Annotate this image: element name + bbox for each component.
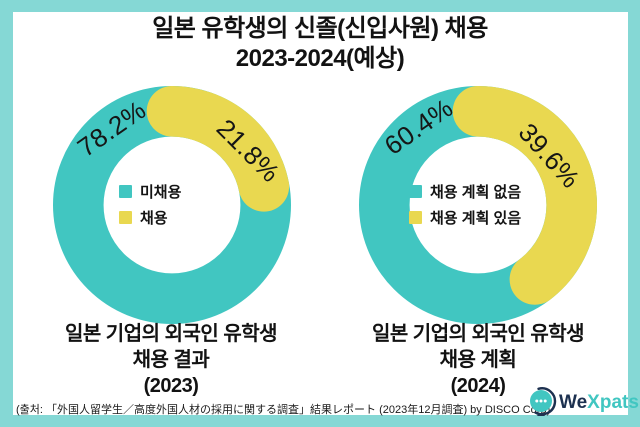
legend-swatch-yellow-icon [119,211,132,224]
caption-line: 채용 결과 [132,349,210,371]
caption-line: 채용 계획 [439,349,517,371]
chart-caption-2024: 일본 기업의 외국인 유학생 채용 계획 (2024) [318,321,638,399]
legend-2023: 미채용 채용 [119,181,181,233]
wexpats-logo-text: WeXpats [559,389,639,417]
chart-caption-2023: 일본 기업의 외국인 유학생 채용 결과 (2023) [11,321,331,399]
wexpats-logo: WeXpats [527,387,639,418]
donut-chart-2024 [359,86,597,324]
legend-swatch-yellow-icon [409,211,422,224]
page-title-line2: 2023-2024(예상) [235,45,405,72]
legend-item: 채용 [119,207,181,228]
page-title-line1: 일본 유학생의 신졸(신입사원) 채용 [152,15,488,42]
legend-item: 채용 계획 있음 [409,207,521,228]
legend-label: 채용 계획 없음 [430,184,522,201]
donut-2023-yellow-arc [53,86,291,324]
logo-we: We [559,391,588,413]
legend-item: 채용 계획 없음 [409,181,521,202]
legend-swatch-teal-icon [119,185,132,198]
content-panel [13,12,628,415]
source-citation: (출처: 「外国人留学生／高度外国人材の採用に関する調査」結果レポート (202… [16,404,551,416]
donut-2024-yellow-arc [359,86,597,324]
legend-label: 채용 [140,210,168,227]
caption-line: (2024) [450,375,506,397]
caption-line: 일본 기업의 외국인 유학생 [371,323,585,345]
legend-label: 채용 계획 있음 [430,210,522,227]
legend-swatch-teal-icon [409,185,422,198]
caption-line: 일본 기업의 외국인 유학생 [64,323,278,345]
page-title: 일본 유학생의 신졸(신입사원) 채용 2023-2024(예상) [0,14,640,74]
legend-item: 미채용 [119,181,181,202]
legend-label: 미채용 [140,184,182,201]
caption-line: (2023) [143,375,199,397]
donut-chart-2023 [53,86,291,324]
logo-xpats: Xpats [587,391,639,413]
wexpats-globe-icon [530,387,557,416]
legend-2024: 채용 계획 없음 채용 계획 있음 [409,181,521,233]
